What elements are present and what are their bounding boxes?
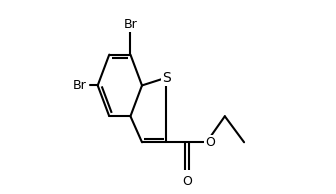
Text: S: S [162, 71, 170, 85]
Text: Br: Br [73, 79, 86, 92]
Text: O: O [182, 175, 192, 188]
Text: O: O [205, 136, 215, 149]
Text: Br: Br [124, 18, 137, 31]
